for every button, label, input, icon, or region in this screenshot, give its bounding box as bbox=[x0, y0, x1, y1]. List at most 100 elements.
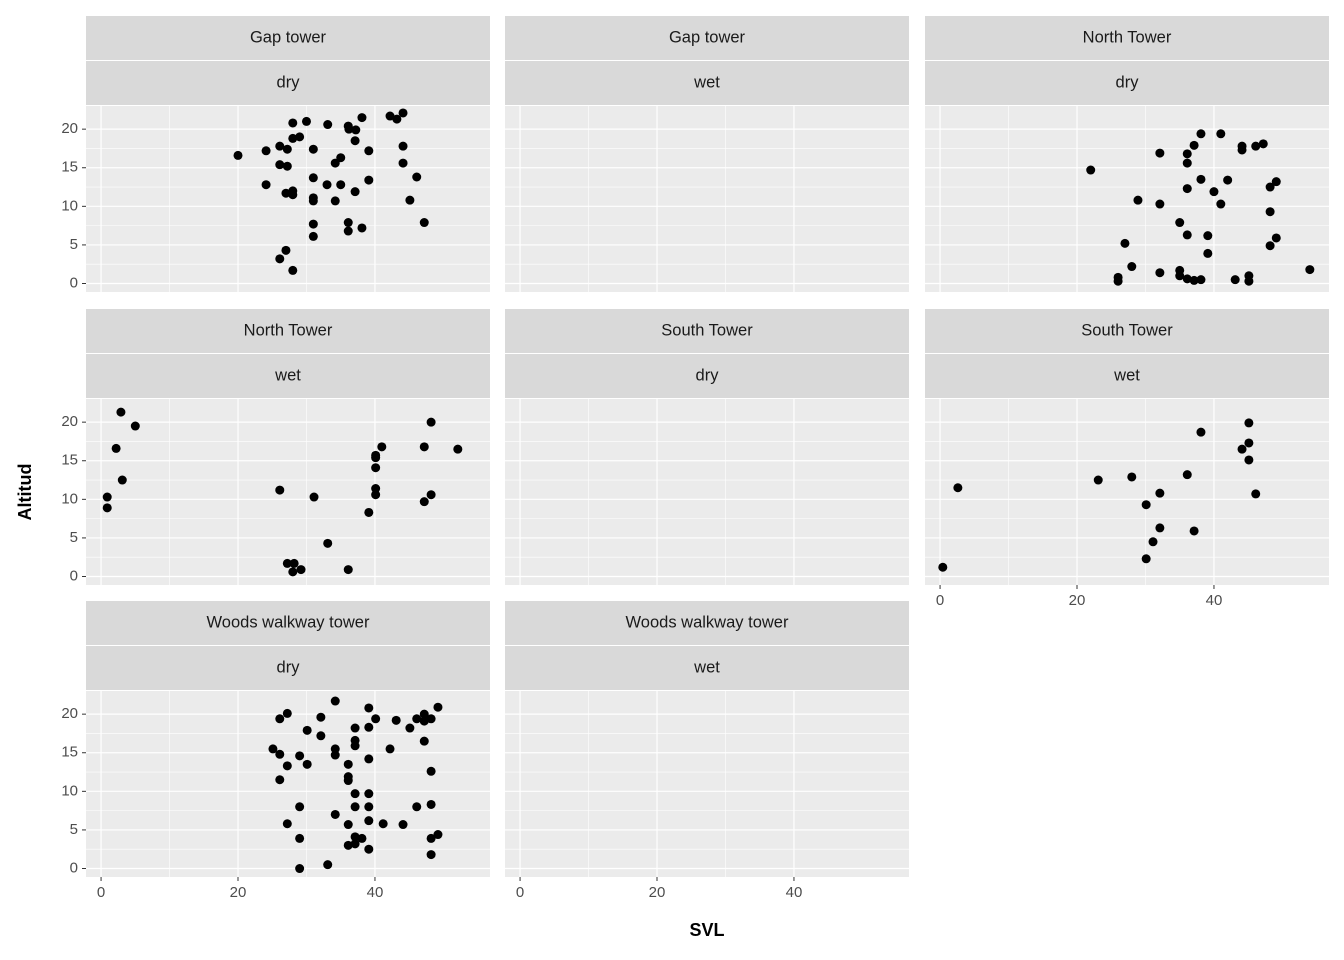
point bbox=[1216, 129, 1226, 139]
panel-background bbox=[505, 399, 909, 585]
point bbox=[1182, 230, 1192, 240]
y-tick-label: 15 bbox=[61, 744, 78, 761]
point bbox=[1141, 554, 1151, 564]
point bbox=[364, 722, 374, 732]
point bbox=[1196, 129, 1206, 139]
y-tick-label: 10 bbox=[61, 782, 78, 799]
strip-background bbox=[925, 16, 1329, 60]
point bbox=[371, 714, 381, 724]
strip-label: dry bbox=[277, 658, 301, 676]
point bbox=[453, 444, 463, 454]
point bbox=[295, 132, 305, 142]
point bbox=[419, 736, 429, 746]
panel-background bbox=[86, 106, 490, 292]
point bbox=[350, 802, 360, 812]
point bbox=[302, 759, 312, 769]
strip-label: dry bbox=[696, 366, 720, 384]
point bbox=[1271, 177, 1281, 187]
strip-background bbox=[505, 354, 909, 398]
point bbox=[261, 146, 271, 156]
strip-label: South Tower bbox=[1081, 321, 1173, 339]
y-tick-label: 5 bbox=[70, 236, 78, 253]
point bbox=[364, 802, 374, 812]
point bbox=[275, 160, 285, 170]
point bbox=[350, 136, 360, 146]
point bbox=[281, 188, 291, 198]
point bbox=[405, 195, 415, 205]
point bbox=[357, 113, 367, 123]
x-tick-label: 20 bbox=[1069, 592, 1086, 609]
point bbox=[117, 475, 127, 485]
strip-label: wet bbox=[1113, 366, 1140, 384]
strip-background bbox=[86, 16, 490, 60]
point bbox=[302, 725, 312, 735]
point bbox=[364, 507, 374, 517]
point bbox=[343, 218, 353, 228]
point bbox=[330, 744, 340, 754]
point bbox=[330, 809, 340, 819]
point bbox=[275, 141, 285, 151]
strip-background bbox=[86, 646, 490, 690]
point bbox=[371, 490, 381, 500]
strip-label: North Tower bbox=[244, 321, 333, 339]
point bbox=[364, 703, 374, 713]
strip-label: Woods walkway tower bbox=[626, 613, 789, 631]
point bbox=[289, 558, 299, 568]
point bbox=[344, 124, 354, 134]
y-tick-label: 20 bbox=[61, 120, 78, 137]
point bbox=[336, 180, 346, 190]
point bbox=[1148, 537, 1158, 547]
point bbox=[350, 789, 360, 799]
point bbox=[398, 141, 408, 151]
point bbox=[1155, 488, 1165, 498]
point bbox=[426, 714, 436, 724]
point bbox=[398, 820, 408, 830]
point bbox=[1189, 275, 1199, 285]
point bbox=[364, 789, 374, 799]
panel-background bbox=[925, 399, 1329, 585]
point bbox=[350, 187, 360, 197]
point bbox=[343, 226, 353, 236]
strip-background bbox=[505, 309, 909, 353]
y-tick-label: 20 bbox=[61, 413, 78, 430]
point bbox=[364, 175, 374, 185]
strip-background bbox=[86, 601, 490, 645]
strip-label: wet bbox=[274, 366, 301, 384]
point bbox=[1189, 526, 1199, 536]
x-axis-title: SVL bbox=[689, 920, 724, 940]
panel-background bbox=[925, 106, 1329, 292]
strip-label: wet bbox=[693, 658, 720, 676]
point bbox=[1223, 175, 1233, 185]
strip-label: dry bbox=[277, 73, 301, 91]
strip-label: South Tower bbox=[661, 321, 753, 339]
point bbox=[426, 850, 436, 860]
point bbox=[405, 723, 415, 733]
point bbox=[1093, 475, 1103, 485]
point bbox=[130, 421, 140, 431]
point bbox=[1244, 438, 1254, 448]
strip-background bbox=[925, 354, 1329, 398]
point bbox=[1265, 207, 1275, 217]
point bbox=[330, 158, 340, 168]
point bbox=[1127, 472, 1137, 482]
point bbox=[371, 450, 381, 460]
point bbox=[1258, 139, 1268, 149]
strip-label: wet bbox=[693, 73, 720, 91]
point bbox=[419, 442, 429, 452]
y-axis-title: Altitud bbox=[15, 464, 35, 521]
point bbox=[309, 492, 319, 502]
point bbox=[330, 696, 340, 706]
point bbox=[282, 708, 292, 718]
point bbox=[1244, 455, 1254, 465]
y-tick-label: 0 bbox=[70, 859, 78, 876]
point bbox=[288, 265, 298, 275]
point bbox=[433, 702, 443, 712]
point bbox=[343, 759, 353, 769]
strip-background bbox=[505, 16, 909, 60]
strip-label: Gap tower bbox=[669, 28, 746, 46]
point bbox=[938, 562, 948, 572]
point bbox=[1244, 418, 1254, 428]
point bbox=[1237, 444, 1247, 454]
y-tick-label: 5 bbox=[70, 821, 78, 838]
point bbox=[275, 714, 285, 724]
